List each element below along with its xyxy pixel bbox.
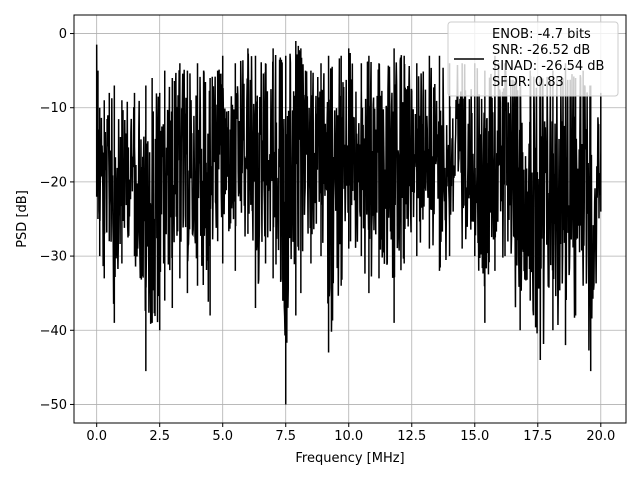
- x-tick-label: 20.0: [586, 429, 615, 444]
- y-tick-label: −40: [40, 324, 67, 339]
- legend: ENOB: -4.7 bits SNR: -26.52 dB SINAD: -2…: [447, 21, 619, 97]
- psd-trace: [95, 40, 602, 405]
- y-axis-ticks: 0 −10 −20 −30 −40 −50: [40, 27, 74, 413]
- x-axis-ticks: 0.0 2.5 5.0 7.5 10.0 12.5 15.0 17.5 20.0: [86, 423, 615, 444]
- legend-box: [447, 21, 619, 97]
- axes-frame: [73, 14, 627, 424]
- legend-sfdr-text: SFDR: 0.83: [492, 75, 564, 90]
- y-axis-label: PSD [dB]: [15, 190, 30, 248]
- x-tick-label: 12.5: [397, 429, 426, 444]
- y-tick-label: −50: [40, 398, 67, 413]
- x-tick-label: 10.0: [334, 429, 363, 444]
- psd-series-line: [95, 40, 602, 405]
- y-tick-label: 0: [59, 27, 67, 42]
- y-tick-label: −10: [40, 101, 67, 116]
- x-axis-label: Frequency [MHz]: [295, 451, 404, 466]
- x-tick-label: 2.5: [149, 429, 170, 444]
- x-tick-label: 15.0: [460, 429, 489, 444]
- x-tick-label: 5.0: [212, 429, 233, 444]
- x-tick-label: 0.0: [86, 429, 107, 444]
- legend-snr-text: SNR: -26.52 dB: [492, 43, 590, 58]
- legend-sinad-text: SINAD: -26.54 dB: [492, 59, 604, 74]
- legend-enob-text: ENOB: -4.7 bits: [492, 27, 591, 42]
- x-tick-label: 7.5: [275, 429, 296, 444]
- x-tick-label: 17.5: [523, 429, 552, 444]
- y-tick-label: −20: [40, 175, 67, 190]
- y-tick-label: −30: [40, 250, 67, 265]
